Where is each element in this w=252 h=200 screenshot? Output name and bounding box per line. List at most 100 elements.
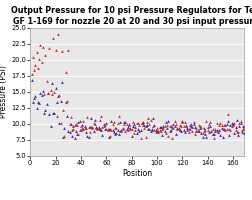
Point xyxy=(203,133,207,136)
Point xyxy=(159,129,163,132)
Point xyxy=(226,119,230,122)
Point xyxy=(232,121,236,124)
Point xyxy=(46,91,50,94)
Point xyxy=(197,129,201,132)
Point xyxy=(146,127,150,130)
Point xyxy=(180,121,184,124)
Point xyxy=(204,136,208,139)
Point xyxy=(119,128,123,131)
Point xyxy=(212,132,216,136)
Point xyxy=(216,130,220,133)
Point xyxy=(202,126,206,130)
Point xyxy=(45,79,49,83)
Point xyxy=(145,121,149,124)
Point xyxy=(76,120,80,124)
Point xyxy=(164,120,168,124)
Point xyxy=(182,129,186,132)
Point xyxy=(194,130,198,133)
Point xyxy=(152,128,156,131)
Point xyxy=(109,129,113,132)
Point xyxy=(103,123,107,126)
Point xyxy=(97,126,101,129)
Point xyxy=(207,130,211,133)
Point xyxy=(75,123,79,126)
Point xyxy=(109,119,113,122)
Point xyxy=(193,126,197,129)
Point xyxy=(185,126,190,129)
Point xyxy=(133,129,137,132)
Point xyxy=(176,127,180,130)
Point xyxy=(237,125,241,128)
Point xyxy=(51,112,55,115)
Point xyxy=(179,130,183,133)
Point xyxy=(117,114,121,118)
Point xyxy=(101,125,105,128)
Point xyxy=(227,134,231,137)
Point xyxy=(158,129,162,132)
Point xyxy=(237,121,241,124)
Point xyxy=(156,130,160,133)
Point xyxy=(112,131,116,134)
Point xyxy=(208,120,212,123)
Point xyxy=(230,124,234,127)
Point xyxy=(90,126,94,129)
Point xyxy=(192,120,196,124)
Point xyxy=(145,124,149,127)
Point xyxy=(66,130,70,133)
Point xyxy=(242,125,246,128)
Point xyxy=(147,127,151,130)
Point xyxy=(154,128,158,132)
Point xyxy=(174,123,178,126)
Point xyxy=(218,134,222,137)
Point xyxy=(149,130,153,133)
Point xyxy=(183,120,187,124)
Point xyxy=(121,127,125,130)
Point xyxy=(137,130,141,133)
Point xyxy=(98,127,102,131)
Point xyxy=(171,122,175,125)
Point xyxy=(126,125,130,129)
Point xyxy=(225,127,229,130)
Point xyxy=(119,129,123,132)
Point xyxy=(99,128,103,131)
Point xyxy=(222,128,226,131)
Point xyxy=(60,80,64,83)
Point xyxy=(73,124,77,127)
Point xyxy=(112,120,116,123)
Point xyxy=(133,125,137,128)
Point xyxy=(236,130,240,133)
Point xyxy=(178,123,182,127)
Point xyxy=(65,114,69,118)
Point xyxy=(86,125,90,129)
Point xyxy=(209,129,213,132)
Point xyxy=(184,124,188,127)
Point xyxy=(40,93,44,97)
Point xyxy=(96,126,100,130)
Point xyxy=(29,73,34,76)
Point xyxy=(36,66,40,70)
Point xyxy=(191,129,195,133)
Point xyxy=(141,120,145,123)
Point xyxy=(201,131,205,134)
Point xyxy=(221,135,225,138)
Point xyxy=(164,131,168,135)
Point xyxy=(234,125,238,128)
Point xyxy=(227,128,231,131)
Point xyxy=(61,135,65,138)
Point xyxy=(73,136,77,139)
Point xyxy=(136,121,140,124)
Point xyxy=(83,127,87,130)
Point xyxy=(235,119,239,122)
Point xyxy=(236,134,240,137)
Point xyxy=(124,128,129,131)
Point xyxy=(231,124,235,127)
Point xyxy=(127,124,131,127)
Point xyxy=(154,131,158,134)
Title: Output Pressure for 10 psi Pressure Regulators for Test
GF 1-169 for nozzle 20 a: Output Pressure for 10 psi Pressure Regu… xyxy=(11,6,252,26)
Point xyxy=(158,125,162,128)
Point xyxy=(68,122,72,126)
Point xyxy=(59,100,63,103)
Point xyxy=(38,92,42,95)
Point xyxy=(194,126,198,130)
Point xyxy=(36,100,40,103)
